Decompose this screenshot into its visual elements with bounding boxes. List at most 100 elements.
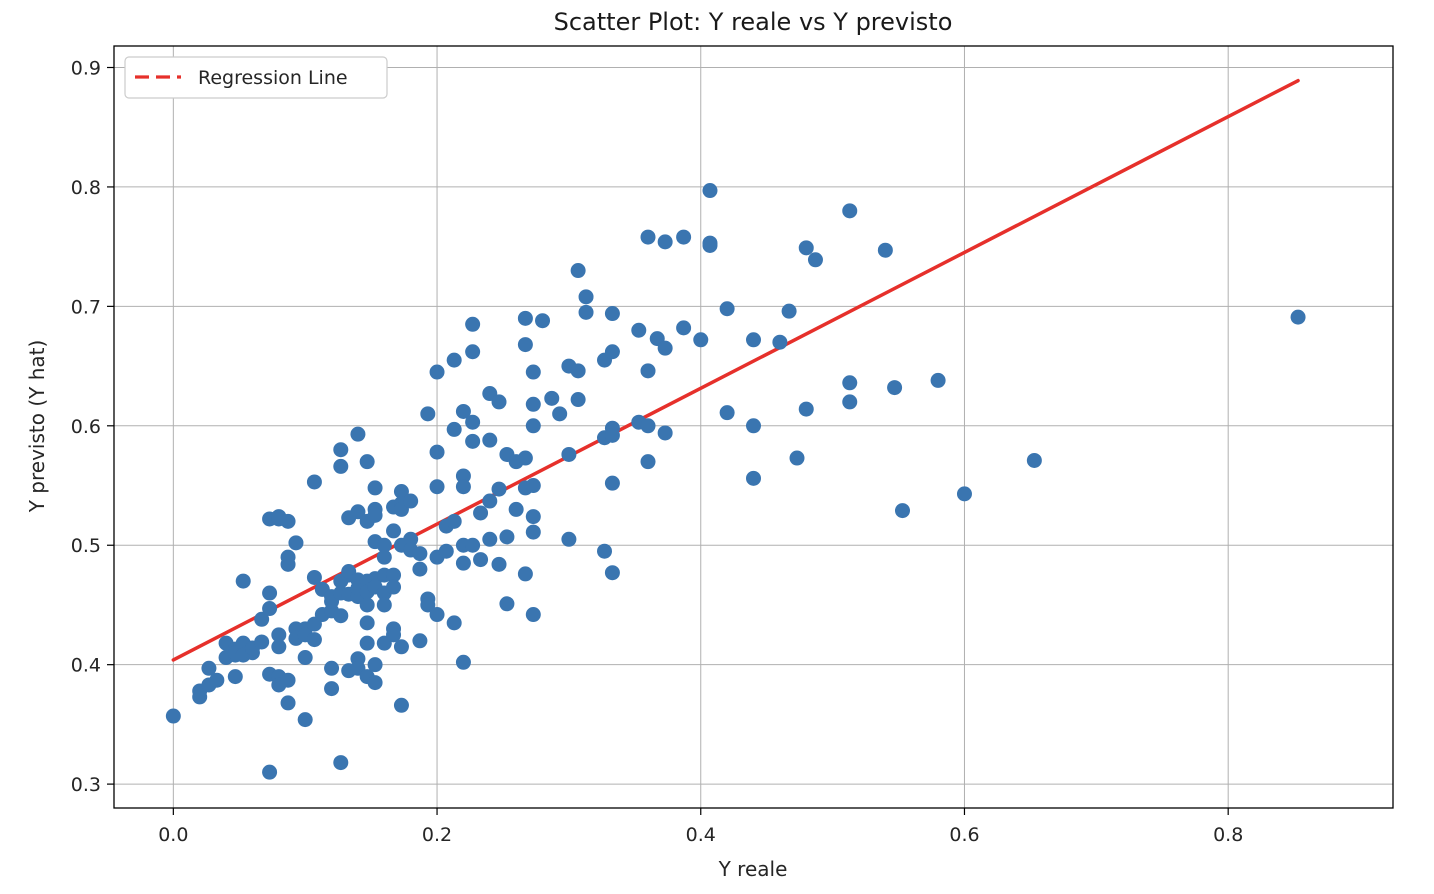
data-point — [306, 569, 322, 585]
data-point — [1290, 309, 1306, 325]
data-point — [631, 322, 647, 338]
data-point — [350, 504, 366, 520]
data-point — [789, 450, 805, 466]
data-point — [297, 712, 313, 728]
data-point — [930, 372, 946, 388]
scatter-points — [165, 183, 1306, 780]
legend-label-regression-line: Regression Line — [198, 67, 348, 89]
data-point — [597, 543, 613, 559]
data-point — [561, 531, 577, 547]
data-point — [367, 480, 383, 496]
data-point — [393, 483, 409, 499]
data-point — [746, 418, 761, 434]
data-point — [367, 657, 383, 673]
y-tick-label: 0.4 — [71, 655, 101, 677]
data-point — [676, 320, 692, 336]
data-point — [165, 708, 181, 724]
axis-ticks: 0.0 0.2 0.4 0.6 0.8 0.3 0.4 0.5 0.6 0.7 0.8 0.9 — [71, 57, 1244, 846]
data-point — [517, 310, 533, 326]
data-point — [306, 474, 322, 490]
data-point — [359, 615, 375, 631]
data-point — [280, 549, 296, 565]
data-point — [525, 364, 541, 380]
y-tick-label: 0.8 — [71, 177, 101, 199]
data-point — [1026, 452, 1042, 468]
x-tick-label: 0.4 — [686, 824, 716, 846]
data-point — [455, 654, 471, 670]
data-point — [333, 442, 349, 458]
data-point — [657, 340, 673, 356]
data-point — [640, 229, 656, 245]
data-point — [446, 352, 462, 368]
data-point — [525, 607, 541, 623]
data-point — [429, 364, 445, 380]
data-point — [561, 446, 577, 462]
data-point — [604, 306, 620, 322]
legend: Regression Line — [124, 56, 388, 99]
data-point — [482, 531, 498, 547]
data-point — [473, 552, 489, 568]
data-point — [271, 627, 287, 643]
data-point — [894, 503, 910, 519]
data-point — [482, 432, 498, 448]
data-point — [376, 537, 392, 553]
x-tick-label: 0.8 — [1213, 824, 1243, 846]
data-point — [465, 316, 481, 332]
data-point — [746, 470, 761, 486]
y-tick-label: 0.6 — [71, 416, 101, 438]
data-point — [570, 263, 586, 279]
data-point — [604, 475, 620, 491]
data-point — [544, 390, 560, 406]
data-point — [280, 513, 296, 529]
data-point — [525, 524, 541, 540]
data-point — [693, 332, 709, 348]
data-point — [491, 481, 507, 497]
data-point — [702, 237, 718, 253]
data-point — [324, 681, 340, 697]
data-point — [386, 627, 402, 643]
data-point — [429, 444, 445, 460]
data-point — [491, 394, 507, 410]
x-tick-label: 0.2 — [422, 824, 452, 846]
data-point — [798, 240, 814, 256]
data-point — [807, 252, 823, 268]
data-point — [702, 183, 718, 199]
data-point — [570, 363, 586, 379]
data-point — [386, 523, 402, 539]
data-point — [676, 229, 692, 245]
regression-line-layer — [171, 78, 1300, 662]
data-point — [746, 332, 761, 348]
data-point — [517, 337, 533, 353]
data-point — [403, 493, 419, 509]
data-point — [499, 596, 515, 612]
plot-frame — [113, 45, 1394, 809]
data-point — [491, 556, 507, 572]
data-point — [640, 363, 656, 379]
legend-box — [124, 56, 388, 99]
data-point — [604, 565, 620, 581]
y-tick-label: 0.3 — [71, 774, 101, 796]
data-point — [262, 764, 278, 780]
data-point — [359, 597, 375, 613]
data-point — [956, 486, 972, 502]
data-point — [719, 301, 735, 317]
data-point — [455, 555, 471, 571]
data-point — [359, 454, 375, 470]
data-point — [842, 203, 858, 219]
data-point — [367, 675, 383, 691]
data-point — [535, 313, 551, 329]
data-point — [359, 635, 375, 651]
data-point — [271, 639, 287, 655]
y-tick-label: 0.5 — [71, 535, 101, 557]
data-point — [262, 585, 278, 601]
data-point — [446, 615, 462, 631]
data-point — [525, 396, 541, 412]
data-point — [578, 289, 594, 305]
data-point — [403, 531, 419, 547]
data-point — [798, 401, 814, 417]
data-point — [429, 607, 445, 623]
data-point — [324, 660, 340, 676]
data-point — [201, 660, 217, 676]
data-point — [508, 501, 524, 517]
